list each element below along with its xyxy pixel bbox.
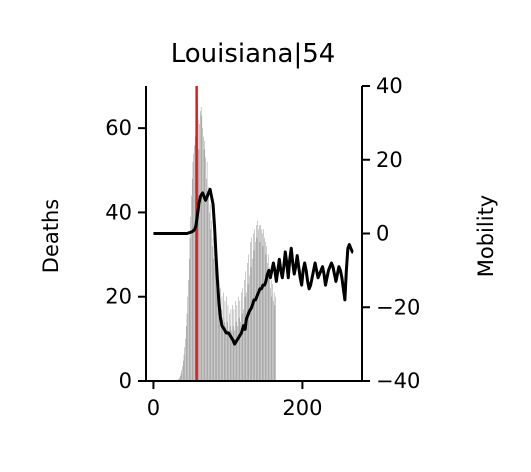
y-tick-label-right: 0 [376,222,389,246]
y-tick-label-left: 60 [105,116,132,140]
y-tick-label-right: 40 [376,74,403,98]
y-tick-label-left: 20 [105,285,132,309]
mobility-line-layer [153,187,354,346]
y-tick-label-left: 0 [119,369,132,393]
y-tick-label-left: 40 [105,200,132,224]
mobility-line [153,187,354,346]
chart-title: Louisiana|54 [171,39,336,69]
x-tick-label: 0 [147,396,160,420]
y-tick-label-right: −40 [376,369,420,393]
death-bars [177,102,276,382]
y-axis-title-right: Mobility [474,195,498,277]
y-tick-label-right: 20 [376,148,403,172]
y-axis-title-left: Deaths [39,199,63,273]
x-tick-label: 200 [282,396,322,420]
y-tick-label-right: −20 [376,295,420,319]
